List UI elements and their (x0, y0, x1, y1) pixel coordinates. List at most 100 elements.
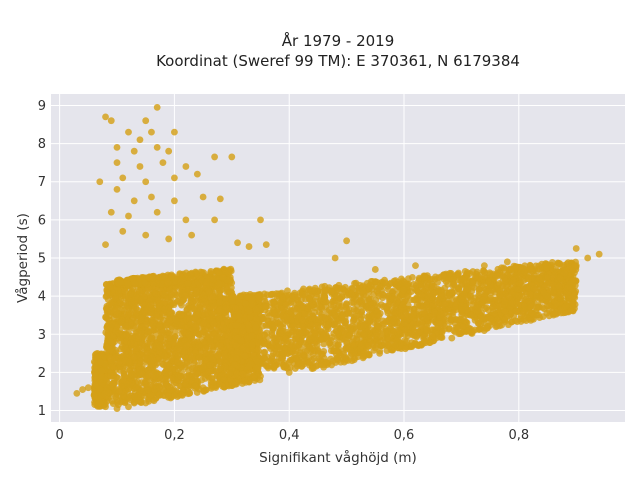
chart-title-line1: År 1979 - 2019 (282, 31, 395, 50)
data-point (202, 344, 210, 352)
data-point (107, 338, 115, 346)
data-point (226, 370, 234, 378)
data-point (161, 273, 169, 281)
data-point (162, 369, 170, 377)
data-point (107, 358, 115, 366)
data-point (151, 372, 159, 380)
data-point (349, 317, 357, 325)
data-point (193, 370, 201, 378)
data-point (205, 330, 212, 338)
data-point (200, 338, 208, 346)
data-point (147, 381, 155, 389)
data-point (186, 314, 194, 322)
data-point (408, 342, 416, 350)
data-point (163, 295, 171, 302)
data-point (149, 275, 157, 282)
data-point (347, 290, 355, 298)
data-point (123, 330, 131, 338)
data-point (192, 382, 199, 390)
data-point (104, 331, 112, 339)
data-point (219, 274, 227, 281)
data-point (111, 307, 119, 315)
data-point (183, 372, 190, 380)
data-point (156, 334, 164, 342)
data-point (147, 328, 155, 336)
data-point (120, 392, 128, 400)
data-point (141, 279, 149, 287)
data-point (210, 320, 218, 328)
data-point (177, 373, 184, 380)
data-point (121, 288, 129, 295)
data-point (92, 373, 99, 381)
data-point (133, 319, 141, 327)
data-point (374, 322, 382, 330)
data-point (107, 372, 115, 380)
data-point (125, 305, 132, 313)
data-point (109, 332, 117, 340)
data-point (164, 278, 172, 286)
data-point (138, 334, 146, 341)
data-point (205, 368, 213, 376)
data-point (147, 301, 155, 308)
data-point (341, 353, 348, 361)
data-point (207, 337, 214, 345)
data-point (118, 383, 125, 391)
data-point (195, 341, 203, 349)
data-point (221, 352, 228, 359)
data-point (135, 397, 142, 404)
data-point (138, 369, 145, 377)
data-point (191, 348, 199, 356)
data-point (119, 301, 127, 309)
data-point (181, 292, 189, 299)
data-point (143, 350, 151, 357)
data-point (117, 317, 125, 325)
data-point (128, 319, 136, 327)
data-point (209, 293, 217, 300)
data-point (207, 267, 215, 275)
data-point (192, 297, 200, 305)
data-point (184, 367, 192, 375)
data-point (202, 278, 210, 286)
data-point (109, 380, 116, 388)
data-point (185, 331, 193, 338)
data-point (122, 347, 130, 354)
data-point (219, 382, 226, 390)
data-point (150, 397, 158, 405)
data-point (157, 388, 165, 396)
data-point (350, 356, 358, 364)
data-point (103, 289, 111, 297)
data-point (181, 380, 189, 388)
data-point (140, 344, 148, 352)
data-point (137, 314, 145, 322)
data-point (214, 352, 222, 359)
data-point (192, 287, 200, 295)
data-point (152, 311, 160, 319)
data-point (449, 309, 457, 316)
data-point (144, 334, 152, 342)
data-point (178, 311, 186, 319)
data-point (155, 322, 163, 330)
data-point (147, 309, 155, 317)
data-point (201, 295, 209, 302)
data-point (357, 342, 365, 350)
data-point (233, 370, 241, 378)
data-point (127, 290, 134, 298)
data-point (192, 269, 200, 277)
data-point (147, 391, 154, 399)
data-point (250, 372, 258, 380)
data-point (131, 280, 139, 287)
data-point (97, 358, 104, 366)
data-point (166, 307, 173, 315)
data-point (137, 296, 145, 304)
data-point (138, 351, 146, 359)
data-point (239, 370, 247, 378)
data-point (200, 319, 208, 327)
data-point (223, 338, 230, 346)
data-point (170, 288, 178, 296)
data-point (177, 391, 185, 399)
data-point (174, 352, 182, 360)
data-point (181, 348, 189, 356)
data-point (214, 333, 222, 341)
data-point (166, 363, 174, 371)
data-point (204, 310, 211, 317)
